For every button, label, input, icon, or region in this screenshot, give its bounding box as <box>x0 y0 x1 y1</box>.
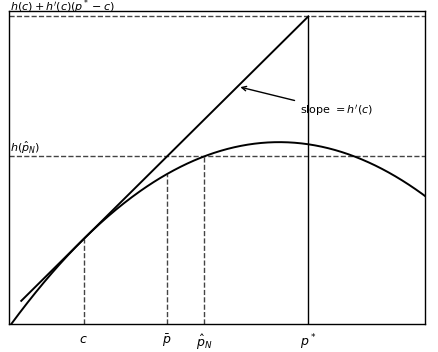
Text: $h(\hat{p}_N)$: $h(\hat{p}_N)$ <box>10 140 40 156</box>
Text: slope $=h'(c)$: slope $=h'(c)$ <box>242 87 373 118</box>
Text: $h(c)+h'(c)(p^*-c)$: $h(c)+h'(c)(p^*-c)$ <box>10 0 114 17</box>
